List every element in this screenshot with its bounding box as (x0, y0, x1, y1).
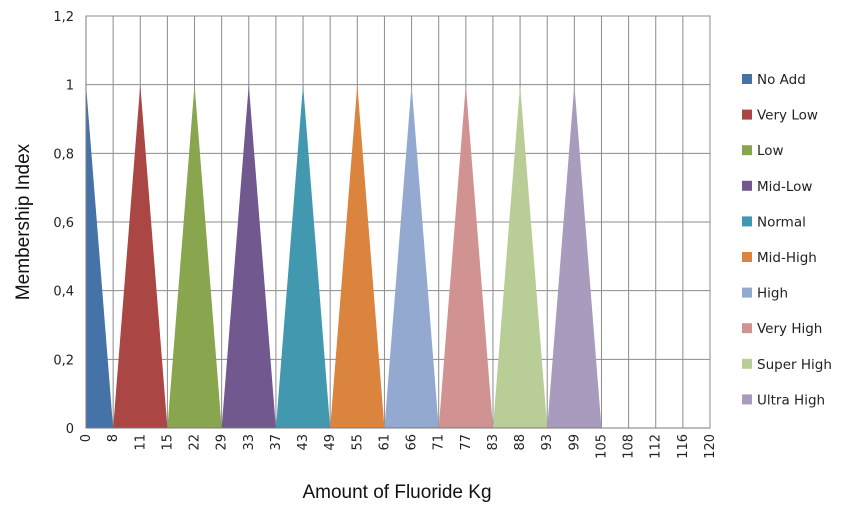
x-tick-label: 99 (567, 434, 582, 451)
legend-label: Super High (757, 357, 832, 373)
y-tick-label: 1 (66, 79, 74, 94)
series-area-no-add (86, 84, 114, 429)
y-tick-label: 0 (66, 422, 74, 437)
legend-item: No Add (742, 72, 806, 88)
y-tick-label: 0,6 (53, 216, 74, 231)
x-tick-label: 83 (486, 434, 501, 451)
legend-item: High (742, 286, 788, 302)
legend-swatch (742, 252, 752, 262)
legend-item: Normal (742, 214, 806, 230)
y-tick-label: 1,2 (53, 10, 74, 25)
legend-swatch (742, 358, 752, 369)
legend-swatch (742, 323, 752, 334)
series-area-mid-low (221, 84, 276, 429)
x-tick-label: 11 (133, 434, 148, 451)
x-tick-label: 93 (540, 434, 555, 451)
legend-label: Low (757, 143, 784, 159)
legend-swatch (742, 394, 752, 405)
series-area-very-low (113, 84, 168, 429)
series-area-low (167, 84, 222, 429)
y-tick-label: 0,8 (53, 147, 74, 162)
x-tick-labels: 0 8 11 15 22 29 33 37 43 49 55 61 66 71 77 83 88 93 99 105 1… (79, 434, 718, 459)
x-tick-label: 105 (594, 434, 609, 459)
x-tick-label: 77 (459, 434, 474, 451)
y-tick-labels: 0 0,2 0,4 0,6 0,8 1 1,2 (53, 10, 74, 437)
legend-swatch (742, 145, 752, 156)
x-axis-title: Amount of Fluoride Kg (302, 482, 491, 503)
x-tick-label: 33 (242, 434, 257, 451)
x-tick-label: 55 (350, 434, 365, 451)
legend-item: Mid-Low (742, 179, 812, 195)
legend-label: Very Low (757, 108, 818, 124)
legend-label: High (757, 286, 788, 302)
legend-label: Mid-High (757, 250, 817, 266)
x-tick-label: 116 (676, 434, 691, 459)
y-tick-label: 0,4 (53, 285, 74, 300)
y-tick-label: 0,2 (53, 353, 74, 368)
series-areas (86, 84, 602, 429)
series-area-normal (275, 84, 331, 429)
legend-swatch (742, 74, 752, 84)
x-tick-label: 49 (323, 434, 338, 451)
axes (85, 16, 710, 429)
x-tick-label: 66 (405, 434, 420, 451)
legend-label: Normal (757, 214, 806, 230)
legend-label: Very High (757, 321, 822, 337)
x-tick-label: 37 (269, 434, 284, 451)
legend-swatch (742, 180, 752, 191)
x-tick-label: 15 (160, 434, 175, 451)
x-tick-label: 71 (432, 434, 447, 451)
legend-item: Low (742, 143, 784, 159)
x-tick-label: 22 (188, 434, 203, 451)
x-tick-label: 108 (622, 434, 637, 459)
x-tick-label: 112 (649, 434, 664, 459)
legend-item: Mid-High (742, 250, 817, 266)
x-tick-label: 43 (296, 434, 311, 451)
legend-label: Ultra High (757, 392, 825, 408)
legend-swatch (742, 216, 752, 227)
legend-item: Super High (742, 357, 832, 373)
legend-label: No Add (757, 72, 806, 88)
legend-item: Very Low (742, 108, 818, 124)
y-axis-title: Membership Index (13, 143, 34, 300)
legend-swatch (742, 109, 752, 120)
series-area-very-high (438, 84, 493, 429)
series-area-super-high (492, 84, 548, 429)
legend-label: Mid-Low (757, 179, 812, 195)
x-tick-label: 29 (215, 434, 230, 451)
x-tick-label: 61 (377, 434, 392, 451)
legend: No Add Very Low Low Mid-Low Normal Mid-High Hi… (742, 72, 832, 408)
series-area-mid-high (330, 84, 385, 429)
legend-swatch (742, 287, 752, 298)
x-tick-label: 120 (703, 434, 718, 459)
legend-item: Ultra High (742, 392, 825, 408)
series-area-ultra-high (547, 84, 602, 429)
x-tick-label: 8 (106, 434, 121, 442)
x-tick-label: 88 (513, 434, 528, 451)
x-tick-label: 0 (79, 434, 94, 442)
legend-item: Very High (742, 321, 822, 337)
series-area-high (384, 84, 439, 429)
